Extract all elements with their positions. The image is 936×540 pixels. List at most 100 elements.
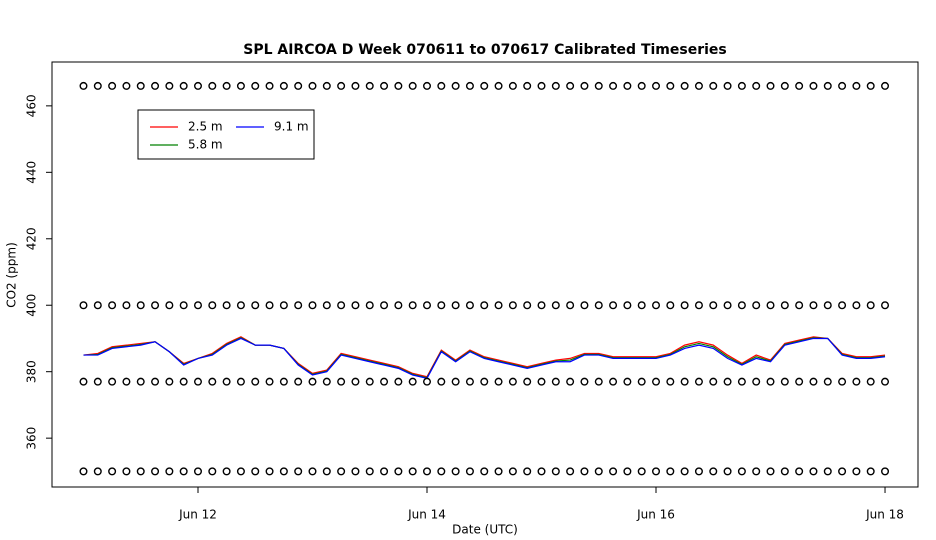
calibration-point <box>193 301 202 310</box>
calibration-point <box>222 81 231 90</box>
calibration-point <box>580 301 589 310</box>
x-tick-label: Jun 18 <box>865 508 904 522</box>
calibration-point <box>322 301 331 310</box>
calibration-point <box>480 467 489 476</box>
calibration-point <box>838 467 847 476</box>
calibration-point <box>79 377 88 386</box>
calibration-point <box>423 467 432 476</box>
calibration-point <box>322 467 331 476</box>
calibration-point <box>193 467 202 476</box>
calibration-point <box>752 377 761 386</box>
calibration-point <box>594 467 603 476</box>
calibration-point <box>866 301 875 310</box>
calibration-point <box>294 81 303 90</box>
y-tick-label: 440 <box>25 161 39 184</box>
calibration-point <box>136 301 145 310</box>
calibration-point <box>236 377 245 386</box>
calibration-point <box>623 81 632 90</box>
calibration-point <box>394 377 403 386</box>
calibration-point <box>365 301 374 310</box>
calibration-point <box>780 467 789 476</box>
calibration-point <box>594 301 603 310</box>
calibration-point <box>494 301 503 310</box>
calibration-point <box>265 301 274 310</box>
y-tick-label: 460 <box>24 94 38 117</box>
calibration-point <box>294 301 303 310</box>
calibration-point <box>136 377 145 386</box>
calibration-point <box>709 301 718 310</box>
calibration-point <box>380 377 389 386</box>
calibration-point <box>408 377 417 386</box>
calibration-point <box>265 467 274 476</box>
calibration-point <box>508 377 517 386</box>
calibration-point <box>780 301 789 310</box>
plot-frame <box>51 61 919 488</box>
calibration-point <box>380 467 389 476</box>
calibration-point <box>752 301 761 310</box>
calibration-point <box>809 301 818 310</box>
legend-box <box>137 109 315 160</box>
calibration-point <box>723 467 732 476</box>
calibration-point <box>437 301 446 310</box>
calibration-point <box>122 377 131 386</box>
calibration-point <box>666 301 675 310</box>
calibration-point <box>380 81 389 90</box>
calibration-point <box>308 467 317 476</box>
calibration-point <box>108 467 117 476</box>
calibration-point <box>523 301 532 310</box>
calibration-point <box>709 81 718 90</box>
calibration-point <box>680 377 689 386</box>
calibration-point <box>637 377 646 386</box>
calibration-point <box>537 301 546 310</box>
calibration-point <box>594 377 603 386</box>
calibration-point <box>823 301 832 310</box>
calibration-point <box>108 301 117 310</box>
calibration-point <box>480 81 489 90</box>
calibration-point <box>465 377 474 386</box>
calibration-point <box>165 301 174 310</box>
calibration-point <box>723 377 732 386</box>
calibration-point <box>179 467 188 476</box>
calibration-point <box>866 467 875 476</box>
calibration-point <box>179 301 188 310</box>
calibration-point <box>780 81 789 90</box>
calibration-point <box>694 301 703 310</box>
x-tick-label: Jun 16 <box>636 508 675 522</box>
series-line <box>83 336 886 378</box>
calibration-point <box>179 377 188 386</box>
calibration-point <box>437 467 446 476</box>
calibration-point <box>365 377 374 386</box>
calibration-point <box>537 467 546 476</box>
calibration-point <box>881 301 890 310</box>
legend-label: 9.1 m <box>274 120 309 134</box>
calibration-point <box>265 81 274 90</box>
calibration-point <box>551 81 560 90</box>
calibration-point <box>752 81 761 90</box>
calibration-point <box>480 301 489 310</box>
calibration-point <box>79 301 88 310</box>
calibration-point <box>680 467 689 476</box>
calibration-point <box>881 81 890 90</box>
calibration-point <box>108 81 117 90</box>
calibration-point <box>494 81 503 90</box>
calibration-point <box>795 467 804 476</box>
calibration-point <box>795 377 804 386</box>
calibration-point <box>766 377 775 386</box>
calibration-point <box>408 467 417 476</box>
calibration-point <box>279 467 288 476</box>
calibration-point <box>165 467 174 476</box>
calibration-point <box>423 301 432 310</box>
calibration-point <box>766 81 775 90</box>
calibration-point <box>866 81 875 90</box>
calibration-point <box>737 301 746 310</box>
calibration-point <box>866 377 875 386</box>
calibration-point <box>723 301 732 310</box>
calibration-point <box>251 467 260 476</box>
calibration-point <box>652 301 661 310</box>
calibration-point <box>251 301 260 310</box>
calibration-point <box>79 81 88 90</box>
calibration-point <box>723 81 732 90</box>
calibration-point <box>337 301 346 310</box>
calibration-point <box>108 377 117 386</box>
